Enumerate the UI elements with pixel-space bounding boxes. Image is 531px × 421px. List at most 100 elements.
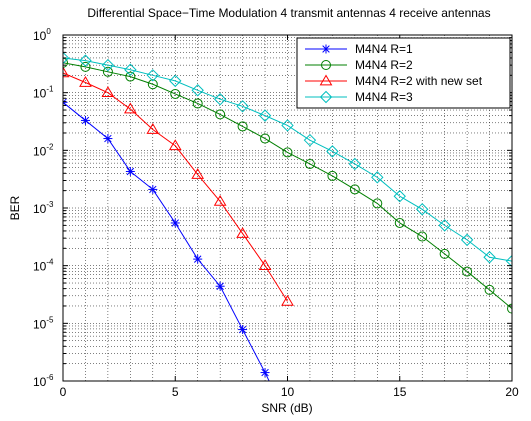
data-point-asterisk: [260, 368, 270, 378]
data-point-triangle: [191, 168, 205, 179]
x-tick-label: 20: [505, 385, 519, 399]
data-point-circle: [394, 217, 405, 228]
data-point-triangle: [258, 259, 272, 271]
tick-labels: 0 5 10 15 20 10-6 10-5 10-4 10-3 10-2 10-1 100: [33, 27, 519, 399]
series-3: [63, 66, 294, 306]
data-point-asterisk: [63, 97, 68, 107]
data-point-circle: [462, 266, 473, 277]
data-point-diamond: [303, 133, 317, 147]
data-point-diamond: [63, 51, 70, 65]
y-tick-label: 100: [33, 27, 51, 43]
y-tick-label: 10-6: [33, 373, 54, 389]
data-point-circle: [327, 170, 338, 181]
data-point-triangle: [123, 102, 137, 114]
legend: M4N4 R=1 M4N4 R=2 M4N4 R=2 with new set M4N…: [296, 37, 511, 109]
data-point-diamond: [101, 58, 115, 72]
data-point-asterisk: [238, 325, 248, 335]
data-point-circle: [192, 98, 203, 109]
legend-label: M4N4 R=2 with new set: [355, 74, 483, 88]
data-point-circle: [170, 88, 181, 99]
x-tick-label: 5: [172, 385, 179, 399]
data-point-diamond: [319, 90, 333, 104]
data-point-asterisk: [321, 44, 331, 54]
data-point-diamond: [348, 157, 362, 171]
data-point-diamond: [393, 190, 406, 203]
data-point-diamond: [213, 93, 227, 106]
data-point-circle: [417, 231, 428, 242]
data-point-circle: [80, 61, 91, 72]
data-point-diamond: [258, 109, 272, 122]
data-point-asterisk: [103, 134, 113, 144]
data-point-circle: [237, 121, 248, 132]
data-point-circle: [321, 60, 331, 70]
data-point-triangle: [213, 194, 227, 206]
series-line: [63, 57, 512, 262]
data-point-diamond: [169, 74, 182, 88]
y-tick-label: 10-3: [33, 200, 54, 216]
data-point-asterisk: [148, 184, 158, 194]
data-point-diamond: [505, 254, 512, 268]
data-point-circle: [439, 248, 450, 259]
data-point-triangle: [79, 76, 92, 87]
data-point-triangle: [146, 122, 160, 134]
data-point-circle: [63, 57, 68, 68]
data-point-diamond: [191, 84, 204, 97]
data-point-triangle: [168, 139, 182, 151]
data-point-triangle: [281, 294, 294, 306]
data-point-circle: [260, 133, 271, 144]
data-point-diamond: [415, 203, 429, 216]
series-group: [63, 51, 512, 421]
data-point-triangle: [319, 74, 333, 86]
chart-title: Differential Space−Time Modulation 4 tra…: [87, 6, 490, 20]
data-point-diamond: [281, 119, 294, 132]
legend-item: M4N4 R=2: [305, 58, 413, 72]
legend-item: M4N4 R=1: [305, 42, 413, 56]
data-point-circle: [282, 147, 293, 158]
data-point-triangle: [236, 227, 249, 238]
series-2: [63, 57, 512, 314]
data-point-asterisk: [215, 281, 225, 291]
data-point-diamond: [460, 233, 474, 247]
x-axis-label: SNR (dB): [261, 401, 312, 415]
data-point-asterisk: [80, 115, 90, 125]
data-point-asterisk: [283, 414, 292, 421]
legend-label: M4N4 R=3: [355, 90, 413, 104]
legend-item: M4N4 R=2 with new set: [305, 74, 483, 88]
data-point-triangle: [63, 66, 70, 78]
data-point-circle: [484, 284, 495, 295]
series-line: [63, 72, 288, 302]
legend-label: M4N4 R=2: [355, 58, 413, 72]
y-axis-label: BER: [8, 195, 22, 220]
data-point-circle: [125, 71, 136, 82]
data-point-asterisk: [170, 218, 180, 228]
legend-item: M4N4 R=3: [305, 90, 413, 104]
data-point-diamond: [326, 145, 339, 158]
x-tick-label: 10: [281, 385, 295, 399]
series-line: [63, 62, 512, 309]
data-point-circle: [304, 158, 315, 169]
data-point-triangle: [101, 86, 115, 98]
data-point-diamond: [438, 219, 451, 232]
data-point-circle: [349, 184, 360, 195]
data-point-circle: [215, 109, 226, 120]
data-point-diamond: [79, 54, 92, 67]
y-tick-label: 10-4: [33, 258, 54, 274]
data-point-circle: [507, 303, 512, 314]
data-point-circle: [372, 198, 383, 209]
x-tick-label: 0: [60, 385, 67, 399]
data-point-circle: [147, 79, 158, 90]
series-4: [63, 51, 512, 268]
data-point-diamond: [371, 171, 384, 184]
y-tick-label: 10-1: [33, 85, 54, 101]
data-point-circle: [102, 66, 113, 77]
data-point-diamond: [236, 100, 249, 113]
y-tick-label: 10-5: [33, 315, 54, 331]
x-tick-label: 15: [393, 385, 407, 399]
legend-box: [296, 37, 511, 109]
data-point-asterisk: [193, 254, 203, 264]
data-point-diamond: [124, 63, 137, 76]
legend-label: M4N4 R=1: [355, 42, 413, 56]
data-point-asterisk: [125, 166, 135, 176]
y-tick-label: 10-2: [33, 142, 54, 158]
